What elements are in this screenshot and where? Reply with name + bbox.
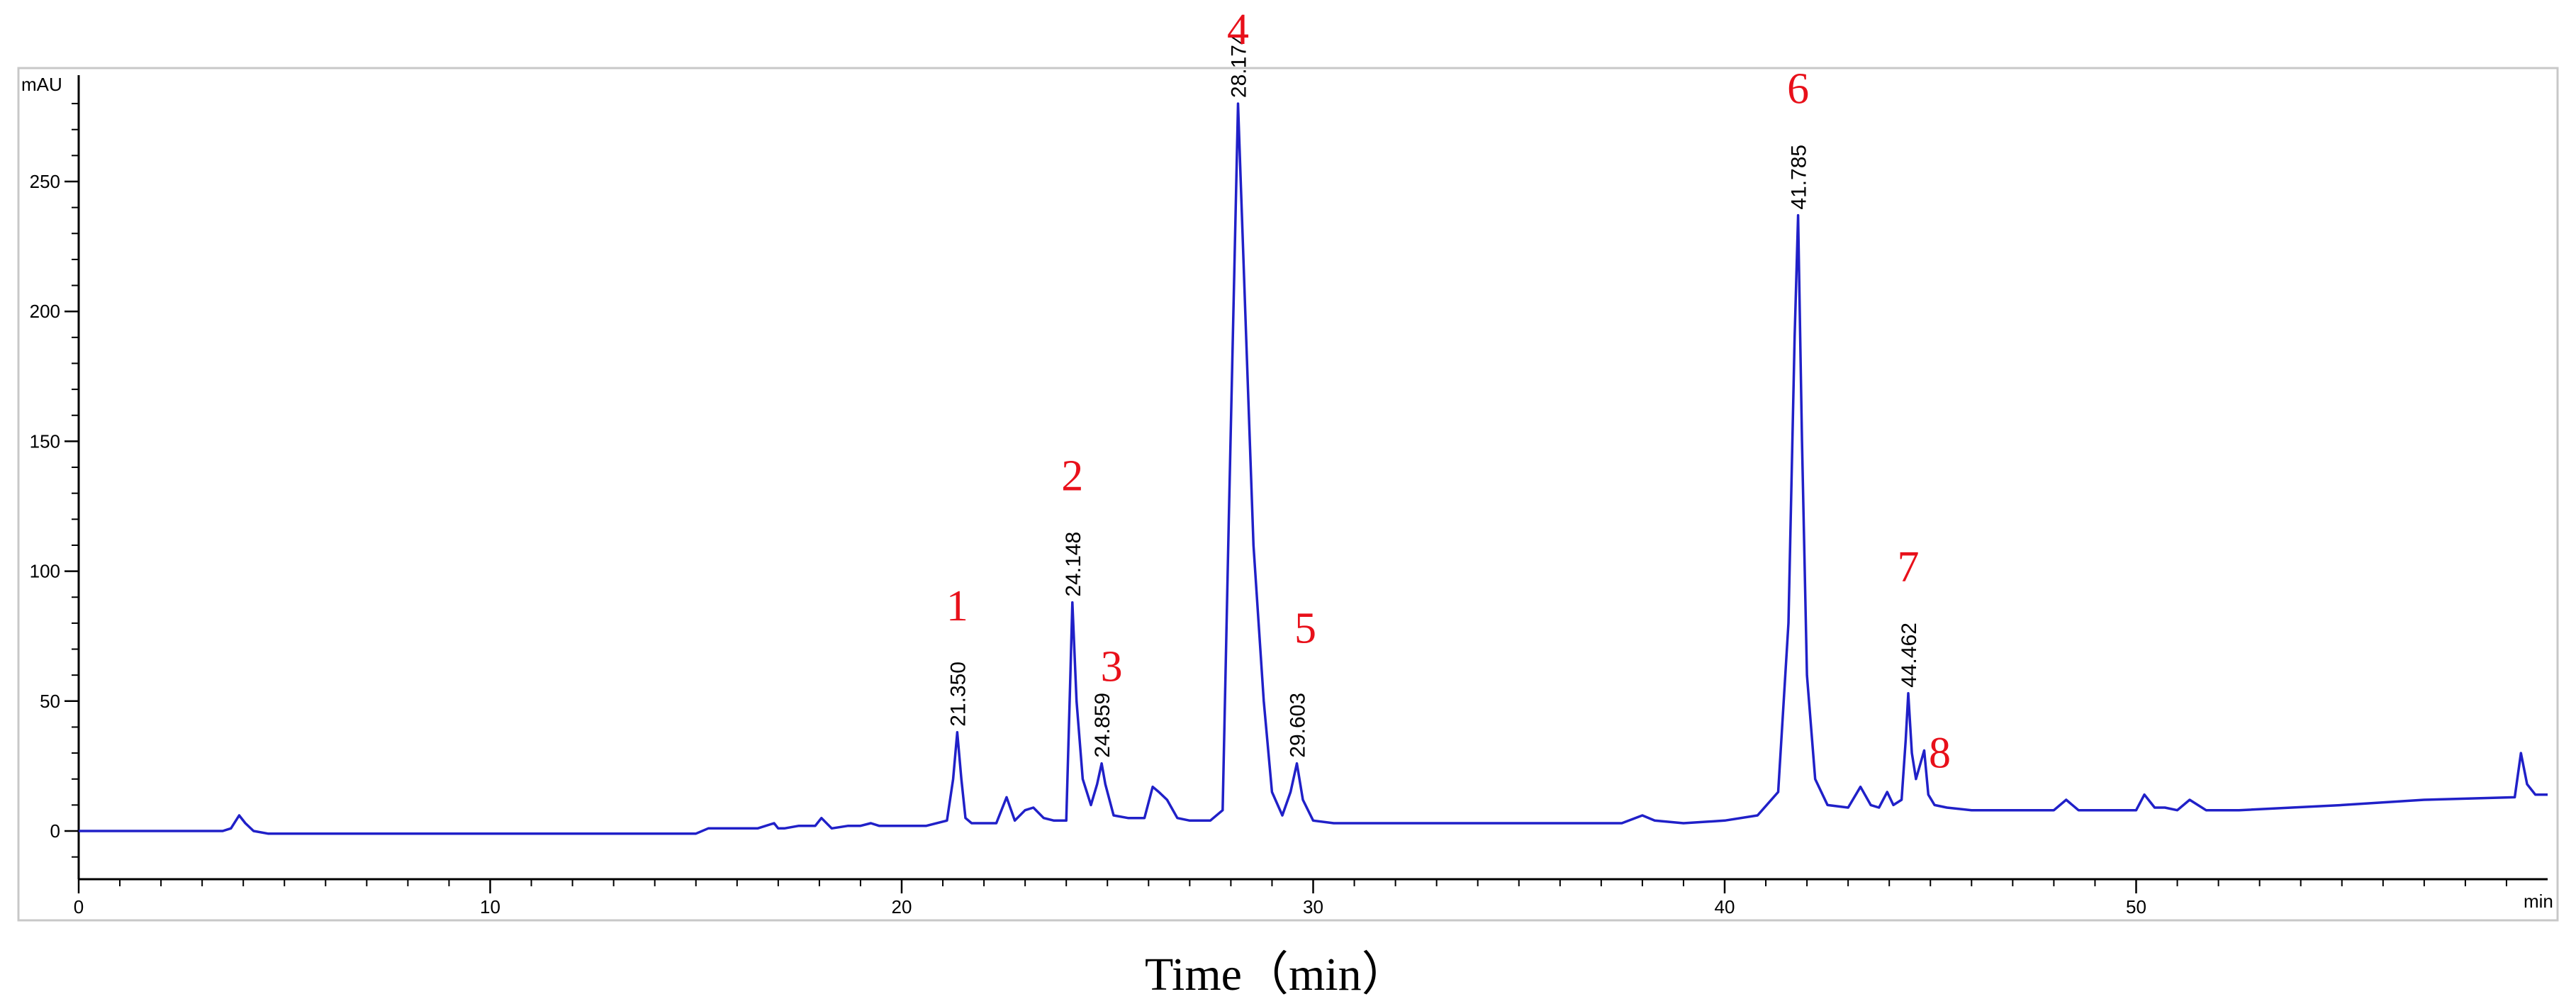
peak-retention-time-label: 28.174 xyxy=(1228,33,1251,98)
y-axis-major-ticks: 0 50 100 150 200 250 xyxy=(30,171,79,842)
peak-number-4: 4 xyxy=(1227,6,1249,54)
x-tick-label: 0 xyxy=(74,896,84,917)
x-unit-label: min xyxy=(2524,891,2553,912)
x-tick-label: 40 xyxy=(1715,896,1735,917)
peak-number-3: 3 xyxy=(1101,643,1123,691)
x-axis-major-ticks: 0 10 20 30 40 50 xyxy=(74,879,2146,917)
y-tick-label: 50 xyxy=(40,691,60,712)
peak-retention-time-label: 21.350 xyxy=(946,662,970,727)
x-tick-label: 50 xyxy=(2126,896,2146,917)
peak-number-7: 7 xyxy=(1898,543,1920,591)
x-tick-label: 20 xyxy=(892,896,912,917)
peak-number-1: 1 xyxy=(946,582,968,630)
y-tick-label: 200 xyxy=(30,301,60,322)
peak-retention-time-label: 29.603 xyxy=(1286,693,1309,758)
plot-frame xyxy=(17,67,2559,922)
peak-retention-time-label: 41.785 xyxy=(1788,145,1811,210)
x-tick-label: 10 xyxy=(480,896,500,917)
peak-number-8: 8 xyxy=(1929,729,1951,777)
y-axis-minor-ticks xyxy=(72,103,79,858)
x-axis: 0 10 20 30 40 50 xyxy=(74,878,2548,917)
peak-retention-time-label: 24.148 xyxy=(1062,532,1085,597)
y-unit-label: mAU xyxy=(21,74,62,95)
peak-number-5: 5 xyxy=(1294,605,1316,653)
x-axis-minor-ticks xyxy=(119,879,2507,886)
y-tick-label: 100 xyxy=(30,561,60,582)
x-axis-title: Time（min） xyxy=(1145,949,1409,1000)
peak-retention-time-label: 24.859 xyxy=(1091,693,1114,758)
peak-retention-time-label: 44.462 xyxy=(1898,623,1921,688)
x-tick-label: 30 xyxy=(1303,896,1323,917)
y-tick-label: 250 xyxy=(30,171,60,192)
chromatogram-trace xyxy=(79,102,2548,835)
peak-number-6: 6 xyxy=(1787,65,1809,113)
y-tick-label: 0 xyxy=(50,820,60,842)
y-axis: 0 50 100 150 200 250 xyxy=(30,75,80,879)
y-tick-label: 150 xyxy=(30,430,60,452)
peak-number-2: 2 xyxy=(1061,452,1083,501)
